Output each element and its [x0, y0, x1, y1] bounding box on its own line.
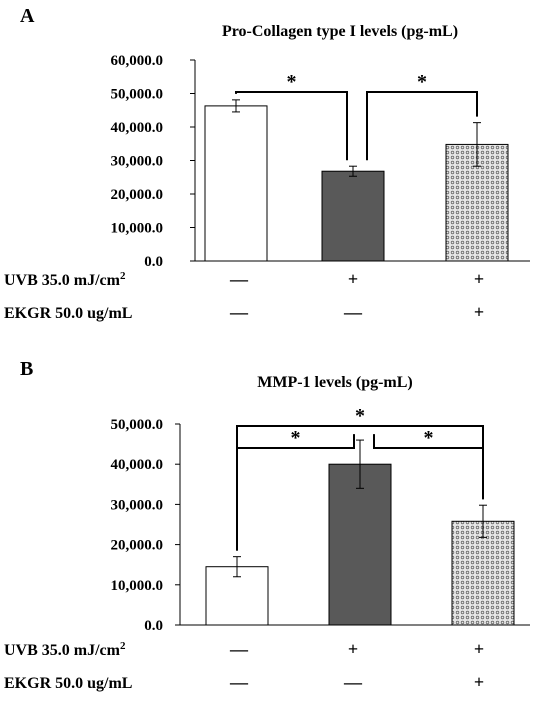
- panel-label: B: [20, 358, 33, 380]
- chart-panel-b: B MMP-1 levels (pg-mL) 0.0 10,000.0 20,000.0…: [4, 358, 530, 692]
- treatment-mark: —: [343, 302, 363, 322]
- significance-star: *: [291, 427, 301, 449]
- significance-star: *: [417, 71, 427, 93]
- treatment-label: UVB 35.0 mJ/cm2: [4, 270, 126, 289]
- y-tick-label: 40,000.0: [111, 120, 164, 136]
- chart-title: MMP-1 levels (pg-mL): [257, 374, 413, 391]
- y-tick-label: 0.0: [144, 254, 163, 270]
- treatment-mark: —: [229, 302, 249, 322]
- y-tick-label: 30,000.0: [111, 497, 164, 513]
- y-tick-label: 50,000.0: [111, 417, 164, 433]
- treatment-label-text: EKGR 50.0 ug/mL: [4, 305, 132, 322]
- significance-bracket: [236, 425, 484, 551]
- significance-star: *: [355, 405, 365, 427]
- treatment-label-superscript: 2: [120, 270, 126, 282]
- significance-bracket: [366, 91, 478, 161]
- bar: [328, 463, 392, 626]
- treatment-mark: +: [348, 269, 358, 289]
- treatment-mark: +: [474, 302, 484, 322]
- treatment-label-text: UVB 35.0 mJ/cm: [4, 642, 121, 659]
- treatment-mark: +: [474, 672, 484, 692]
- y-tick-label: 60,000.0: [111, 53, 164, 69]
- treatment-label-superscript: 2: [120, 640, 126, 652]
- panel-label: A: [20, 5, 35, 27]
- significance-star: *: [287, 71, 297, 93]
- y-tick-label: 20,000.0: [111, 538, 164, 554]
- significance-star: *: [424, 427, 434, 449]
- treatment-mark: +: [348, 639, 358, 659]
- y-tick-label: 20,000.0: [111, 187, 164, 203]
- treatment-label: UVB 35.0 mJ/cm2: [4, 640, 126, 659]
- treatment-mark: —: [343, 672, 363, 692]
- bar: [321, 170, 385, 262]
- y-tick-label: 40,000.0: [111, 457, 164, 473]
- significance-bracket: [235, 91, 348, 161]
- treatment-label-text: UVB 35.0 mJ/cm: [4, 272, 121, 289]
- chart-title: Pro-Collagen type I levels (pg-mL): [222, 23, 458, 40]
- treatment-mark: +: [474, 269, 484, 289]
- chart-panel-a: A Pro-Collagen type I levels (pg-mL) 0.0 10…: [4, 5, 530, 322]
- bar: [204, 105, 268, 262]
- treatment-mark: —: [229, 639, 249, 659]
- y-tick-label: 10,000.0: [111, 221, 164, 237]
- treatment-mark: —: [229, 269, 249, 289]
- treatment-mark: +: [474, 639, 484, 659]
- y-tick-label: 10,000.0: [111, 578, 164, 594]
- bar: [451, 520, 515, 626]
- treatment-mark: —: [229, 672, 249, 692]
- treatment-label: EKGR 50.0 ug/mL: [4, 305, 132, 322]
- y-tick-label: 0.0: [144, 618, 163, 634]
- y-tick-label: 50,000.0: [111, 87, 164, 103]
- treatment-label: EKGR 50.0 ug/mL: [4, 675, 132, 692]
- y-tick-label: 30,000.0: [111, 154, 164, 170]
- treatment-label-text: EKGR 50.0 ug/mL: [4, 675, 132, 692]
